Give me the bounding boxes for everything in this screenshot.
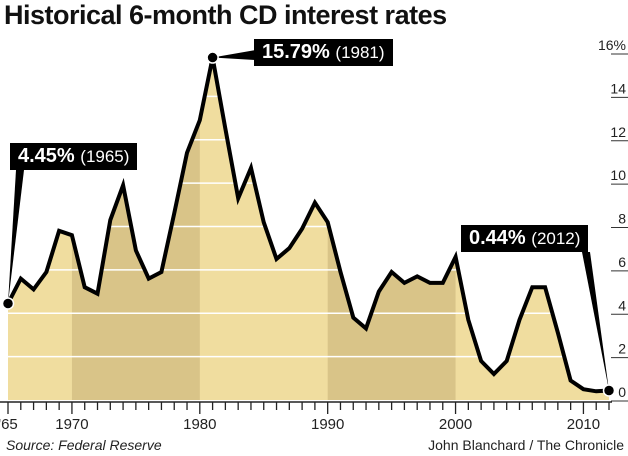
pointer-1965: [8, 170, 24, 304]
decade-band: [327, 57, 456, 400]
pointer-1981: [212, 50, 256, 60]
y-tick-label: 2: [618, 341, 626, 357]
callout-year: (1965): [80, 147, 130, 166]
callout-1981: 15.79% (1981): [254, 39, 393, 66]
x-tick-label: 1990: [311, 416, 344, 433]
callout-value: 15.79%: [262, 41, 330, 63]
data-point-marker: [206, 51, 219, 64]
y-tick-label: 4: [618, 297, 626, 313]
chart-title: Historical 6-month CD interest rates: [4, 0, 447, 30]
callout-year: (2012): [531, 229, 581, 248]
x-tick-label: 2010: [567, 416, 600, 433]
data-line: [6, 57, 610, 394]
data-point-marker: [1, 297, 15, 310]
callout-value: 4.45%: [18, 145, 75, 167]
decade-band: [71, 57, 200, 400]
callout-2012: 0.44% (2012): [461, 225, 589, 252]
x-tick-label: 1970: [55, 416, 88, 433]
y-tick-label: 14: [610, 80, 626, 96]
y-tick-label: 10: [610, 167, 626, 183]
source-note: Source: Federal Reserve: [6, 437, 162, 453]
y-tick-label: 12: [610, 124, 626, 140]
x-tick-label: 2000: [439, 416, 472, 433]
callout-year: (1981): [335, 43, 385, 62]
y-tick-label: 16%: [598, 37, 626, 53]
callout-1965: 4.45% (1965): [10, 143, 138, 170]
y-tick-label: 6: [618, 254, 626, 270]
x-tick-label: 1980: [183, 416, 216, 433]
data-point-marker: [602, 384, 616, 397]
callout-value: 0.44%: [469, 227, 526, 249]
credit-line: John Blanchard / The Chronicle: [428, 437, 624, 453]
y-tick-label: 8: [618, 211, 626, 227]
y-tick-label: 0: [618, 384, 626, 400]
pointer-2012: [582, 252, 609, 391]
x-tick-label: '65: [0, 416, 18, 433]
